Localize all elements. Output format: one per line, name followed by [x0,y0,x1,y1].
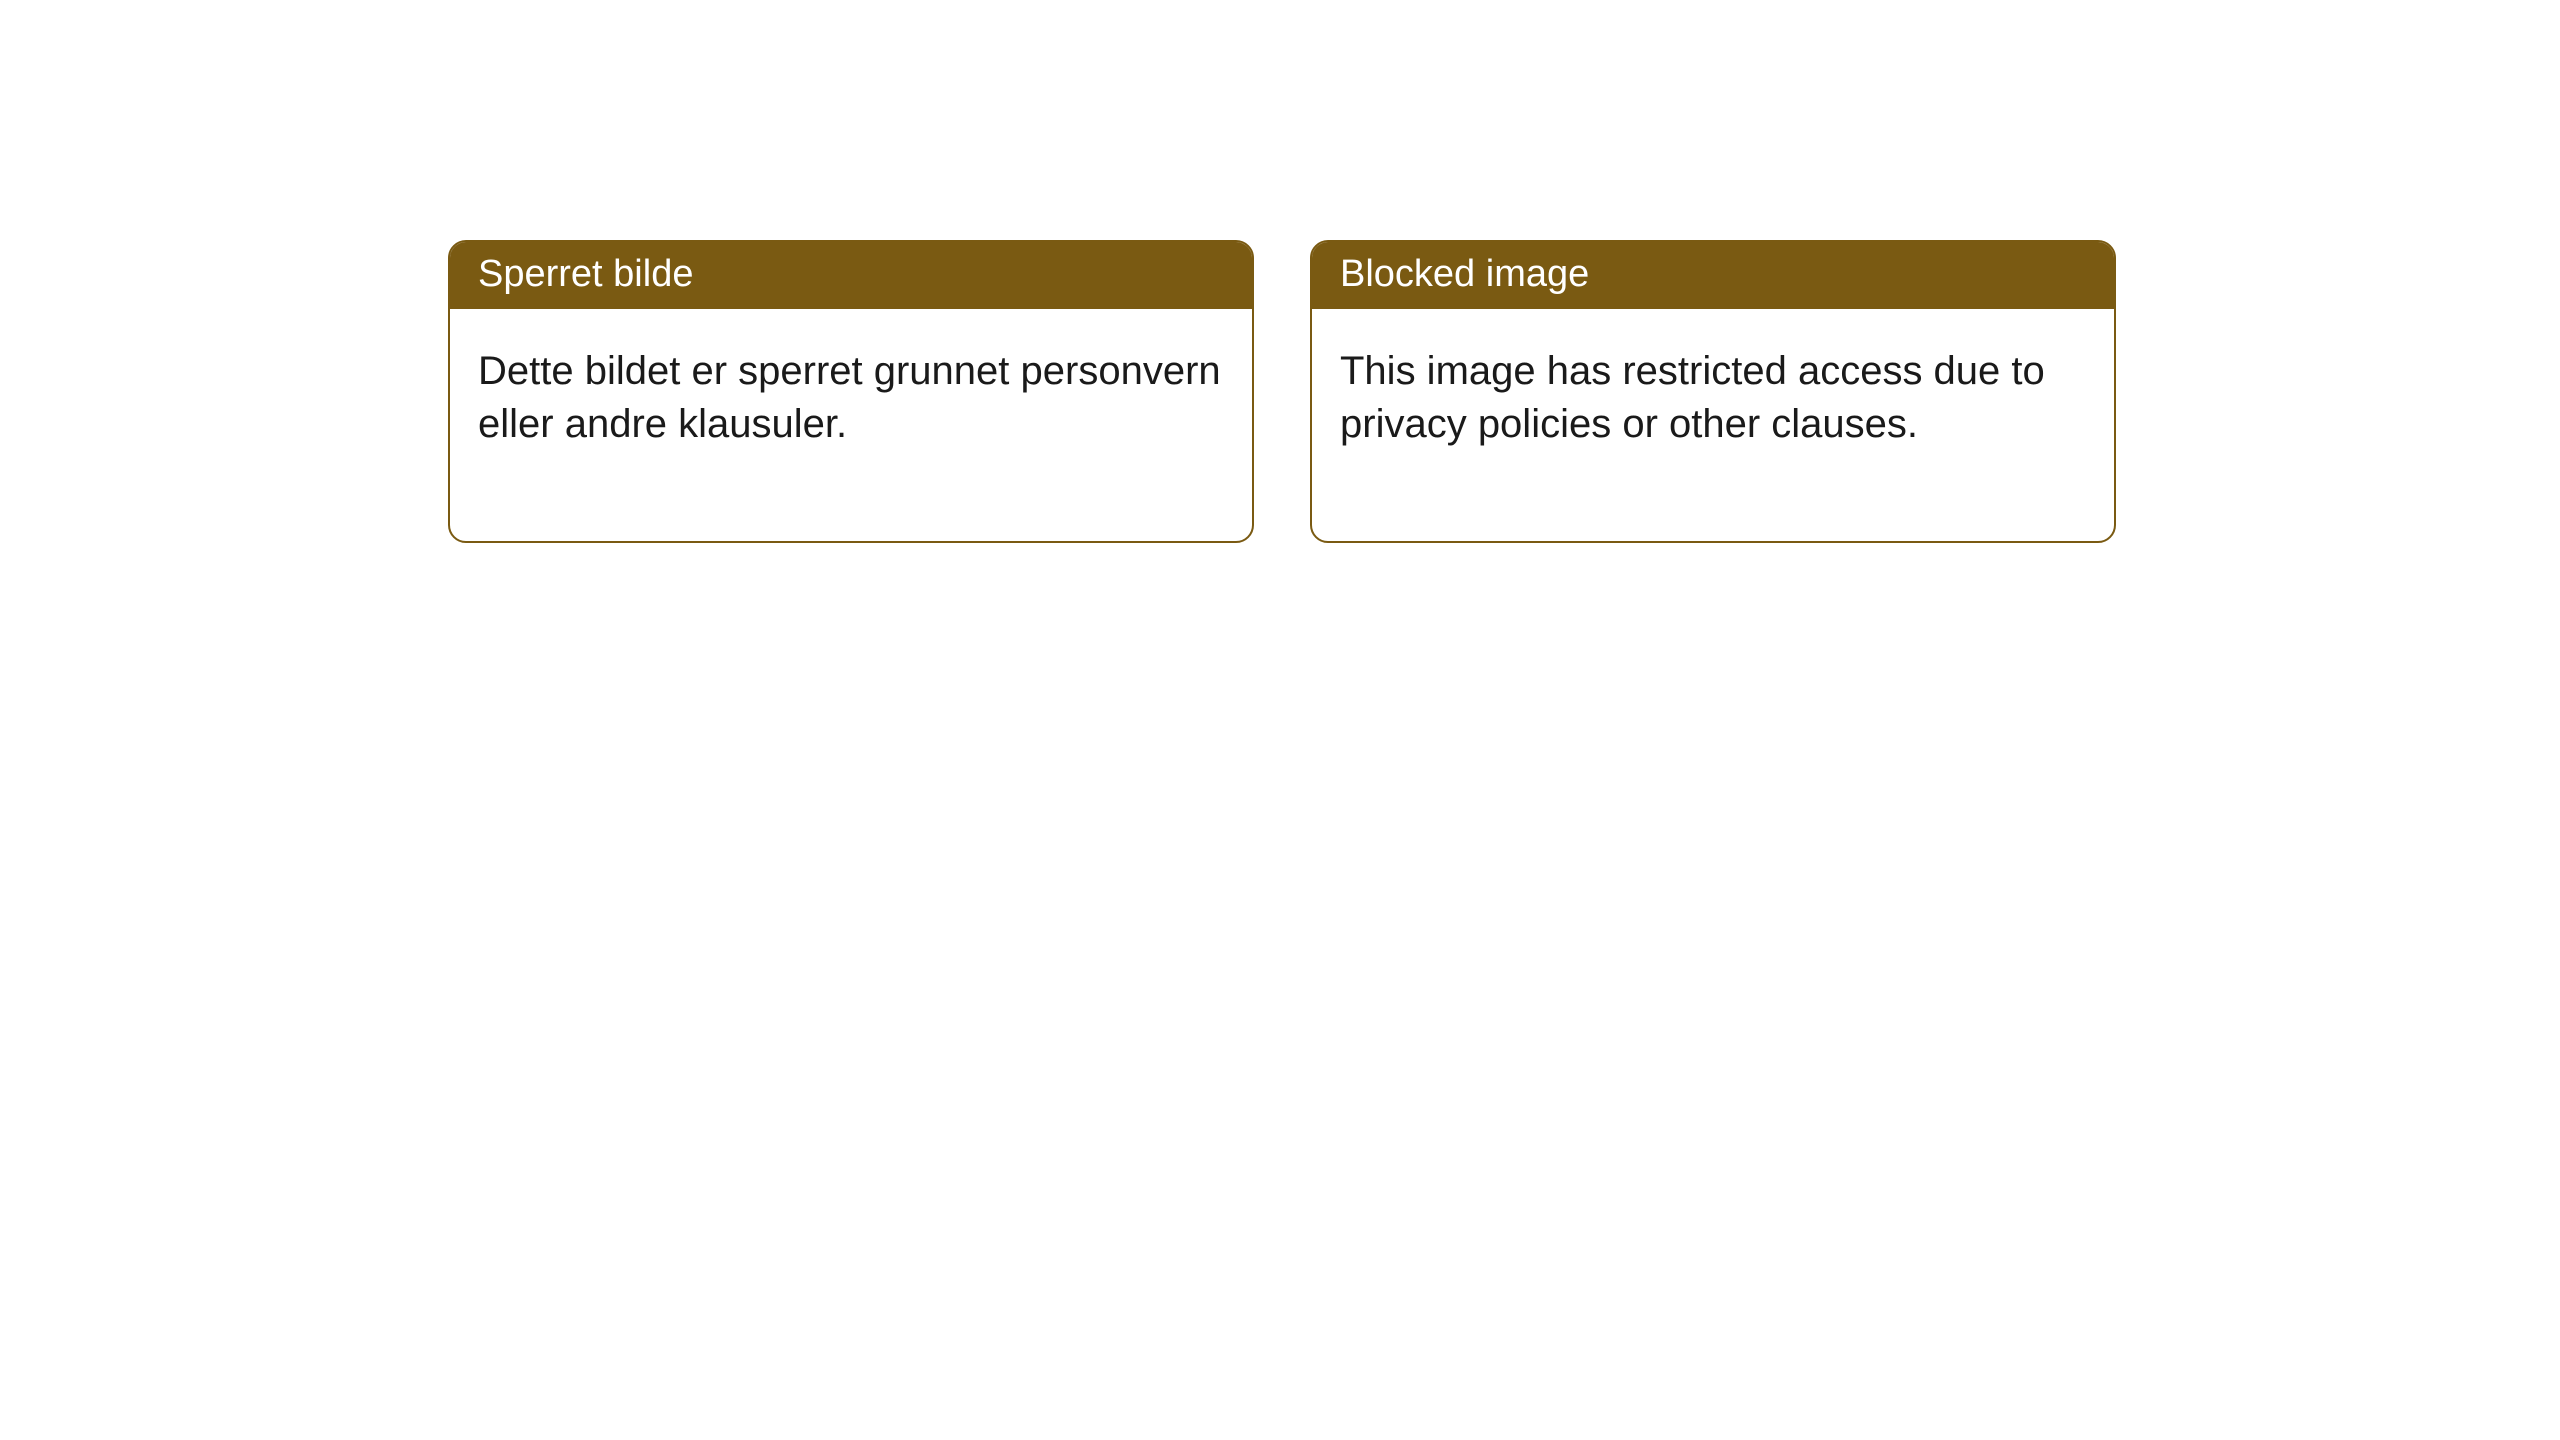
notice-title: Blocked image [1312,242,2114,309]
notice-message: This image has restricted access due to … [1312,309,2114,541]
notice-container: Sperret bilde Dette bildet er sperret gr… [0,0,2560,543]
notice-title: Sperret bilde [450,242,1252,309]
notice-card-norwegian: Sperret bilde Dette bildet er sperret gr… [448,240,1254,543]
notice-card-english: Blocked image This image has restricted … [1310,240,2116,543]
notice-message: Dette bildet er sperret grunnet personve… [450,309,1252,541]
